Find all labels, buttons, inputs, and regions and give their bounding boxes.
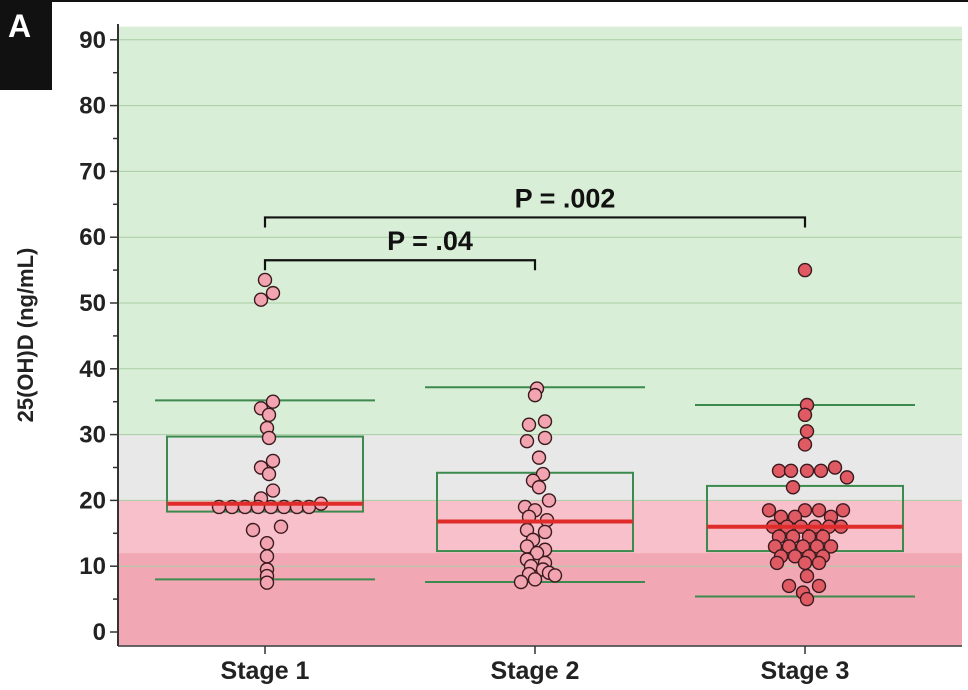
data-point: [259, 549, 275, 564]
y-tick-label: 10: [79, 553, 106, 580]
x-tick-label: Stage 2: [491, 657, 580, 685]
data-point: [771, 463, 787, 478]
data-point: [531, 450, 547, 465]
data-point: [537, 414, 553, 429]
y-tick-label: 30: [79, 422, 106, 449]
data-point: [797, 437, 813, 452]
data-point: [797, 262, 813, 278]
data-point: [797, 503, 813, 518]
x-tick-label: Stage 1: [221, 657, 310, 685]
data-point: [535, 466, 551, 482]
data-point: [785, 480, 801, 495]
y-tick-label: 80: [79, 93, 106, 120]
data-point: [519, 433, 535, 449]
background-band: [118, 26, 962, 435]
data-point: [811, 503, 827, 518]
data-point: [769, 555, 785, 571]
data-point: [811, 578, 827, 594]
data-point: [799, 424, 815, 439]
data-point: [527, 387, 543, 403]
data-point: [265, 394, 281, 409]
data-point: [839, 470, 855, 485]
data-point: [781, 578, 797, 594]
x-tick-label: Stage 3: [761, 657, 850, 685]
data-point: [783, 463, 799, 478]
data-point: [531, 480, 547, 495]
data-point: [797, 555, 813, 571]
data-point: [537, 524, 553, 540]
data-point: [529, 545, 545, 561]
data-point: [259, 575, 275, 590]
y-tick-label: 20: [79, 487, 106, 514]
data-point: [799, 463, 815, 478]
data-point: [799, 568, 815, 584]
data-point: [799, 591, 815, 607]
data-point: [761, 503, 777, 518]
data-point: [253, 292, 269, 307]
data-point: [547, 568, 563, 583]
data-point: [259, 535, 275, 551]
data-point: [811, 555, 827, 571]
data-point: [797, 407, 813, 423]
significance-label: P = .04: [387, 226, 473, 256]
data-point: [835, 503, 851, 518]
y-axis-label: 25(OH)D (ng/mL): [13, 247, 38, 423]
data-point: [273, 519, 289, 534]
data-point: [827, 460, 843, 475]
data-point: [245, 522, 261, 538]
significance-bracket: [263, 216, 807, 228]
y-tick-label: 60: [79, 224, 106, 251]
panel-label-box: A: [0, 0, 52, 90]
significance-bracket: [263, 259, 537, 271]
data-point: [261, 407, 277, 423]
panel-label: A: [8, 8, 32, 44]
data-point: [541, 493, 557, 508]
y-tick-label: 70: [79, 158, 106, 185]
significance-label: P = .002: [515, 183, 616, 213]
data-point: [261, 466, 277, 482]
data-point: [823, 539, 839, 554]
data-point: [813, 463, 829, 478]
data-point: [537, 430, 553, 446]
data-point: [265, 453, 281, 469]
top-rule: [52, 0, 968, 2]
y-tick-label: 50: [79, 290, 106, 317]
data-point: [265, 285, 281, 301]
data-point: [521, 417, 537, 432]
data-point: [527, 572, 543, 587]
y-tick-label: 90: [79, 27, 106, 54]
data-point: [265, 483, 281, 498]
data-point: [261, 430, 277, 446]
data-point: [257, 272, 273, 288]
y-tick-label: 0: [93, 619, 106, 646]
y-tick-label: 40: [79, 356, 106, 383]
data-point: [513, 574, 529, 590]
data-point: [787, 549, 803, 564]
